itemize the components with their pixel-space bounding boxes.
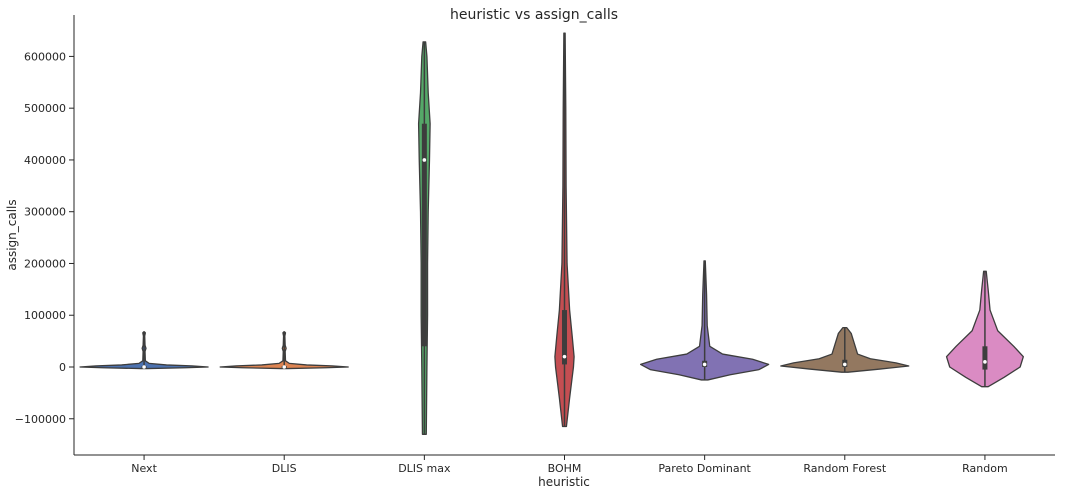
y-axis-ticks: −100000 0 100000 200000 300000 400000 500000 60…	[15, 50, 74, 426]
violin-random-forest	[780, 327, 910, 373]
x-axis-label: heuristic	[538, 475, 590, 489]
x-tick-label: Random Forest	[803, 462, 886, 475]
y-tick-label: 500000	[24, 102, 66, 115]
x-tick-label: Random	[962, 462, 1008, 475]
x-tick-label: DLIS max	[398, 462, 451, 475]
violin-iqr-box	[421, 123, 427, 347]
x-tick-label: Pareto Dominant	[658, 462, 751, 475]
violin-iqr-box	[982, 346, 988, 370]
y-tick-label: 600000	[24, 50, 66, 63]
y-axis-label: assign_calls	[5, 199, 19, 270]
y-tick-label: 400000	[24, 154, 66, 167]
y-tick-label: 100000	[24, 309, 66, 322]
violin-median	[422, 158, 427, 162]
violin-dlis-max	[417, 41, 431, 435]
violins-group	[79, 32, 1024, 435]
x-axis-ticks: Next DLIS DLIS max BOHM Pareto Dominant Rando…	[131, 455, 1008, 475]
chart-title: heuristic vs assign_calls	[450, 7, 618, 23]
violin-random	[945, 270, 1024, 388]
violin-median	[842, 362, 847, 367]
y-tick-label: 200000	[24, 257, 66, 270]
violin-next	[79, 331, 209, 370]
violin-pareto-dominant	[639, 260, 770, 381]
x-tick-label: BOHM	[548, 462, 582, 475]
violin-bohm	[554, 32, 575, 428]
violin-median	[702, 362, 707, 367]
x-tick-label: DLIS	[272, 462, 297, 475]
violin-dlis	[219, 331, 349, 370]
y-tick-label: −100000	[15, 413, 66, 426]
x-tick-label: Next	[131, 462, 157, 475]
violin-median	[562, 354, 567, 359]
violin-median	[282, 365, 287, 369]
violin-median	[142, 365, 146, 369]
y-tick-label: 300000	[24, 206, 66, 219]
violin-iqr-box	[562, 310, 567, 365]
y-tick-label: 0	[59, 361, 66, 374]
violin-median	[983, 360, 987, 364]
